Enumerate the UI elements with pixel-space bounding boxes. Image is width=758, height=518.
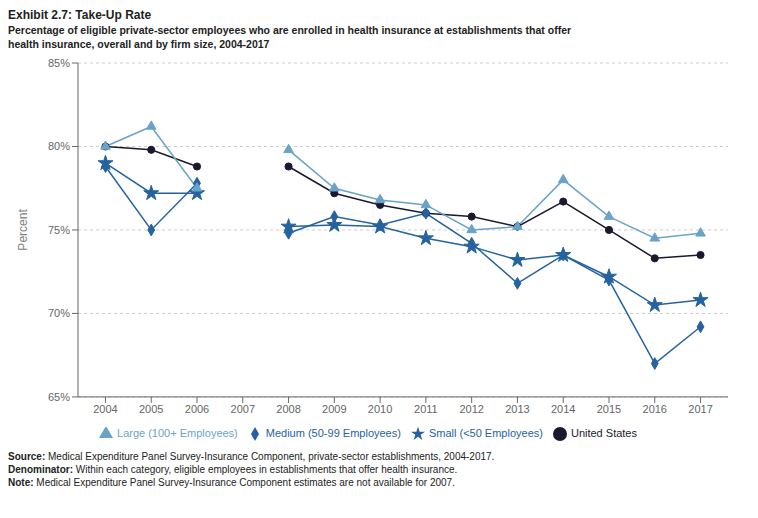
svg-text:2010: 2010 [368,403,392,415]
svg-text:2005: 2005 [139,403,163,415]
svg-text:2009: 2009 [322,403,346,415]
html-text:health insurance, overall and: health insurance, overall and by firm si… [8,38,270,50]
svg-text:2011: 2011 [414,403,438,415]
svg-text:2014: 2014 [551,403,575,415]
html-text:Denominator: Within each categ: Denominator: Within each category, eligi… [8,464,458,475]
html-text:Medium (50-99 Employees): Medium (50-99 Employees) [265,426,401,439]
svg-text:85%: 85% [48,57,70,69]
html-text:United States: United States [570,426,637,439]
html-text:Large (100+ Employees): Large (100+ Employees) [117,426,238,439]
html-text:Percentage of eligible private: Percentage of eligible private-sector em… [8,24,572,36]
svg-text:2015: 2015 [597,403,621,415]
svg-text:70%: 70% [48,307,70,319]
svg-text:75%: 75% [48,224,70,236]
svg-text:2007: 2007 [231,403,255,415]
svg-text:65%: 65% [48,391,70,403]
svg-text:2006: 2006 [185,403,209,415]
html-text:Exhibit 2.7: Take-Up Rate: Exhibit 2.7: Take-Up Rate [8,8,152,22]
html-text:Note: Medical Expenditure Pane: Note: Medical Expenditure Panel Survey-I… [8,477,455,488]
svg-text:2012: 2012 [459,403,483,415]
svg-text:2013: 2013 [505,403,529,415]
html-text:Source: Medical Expenditure Pa: Source: Medical Expenditure Panel Survey… [8,451,495,462]
svg-text:2017: 2017 [688,403,712,415]
svg-text:2004: 2004 [93,403,117,415]
svg-text:2016: 2016 [643,403,667,415]
svg-text:80%: 80% [48,140,70,152]
svg-text:Percent: Percent [16,209,30,251]
html-text:Small (<50 Employees): Small (<50 Employees) [428,426,543,439]
svg-text:2008: 2008 [276,403,300,415]
